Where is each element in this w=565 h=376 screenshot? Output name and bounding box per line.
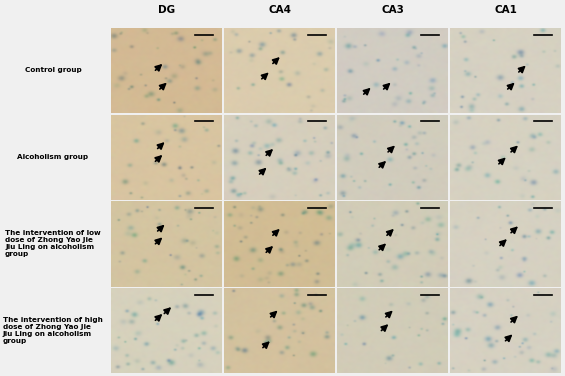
Text: CA3: CA3 — [381, 5, 404, 15]
Text: The intervention of high
dose of Zhong Yao Jie
Jiu Ling on alcoholism
group: The intervention of high dose of Zhong Y… — [3, 317, 103, 344]
Text: The intervention of low
dose of Zhong Yao Jie
Jiu Ling on alcoholism
group: The intervention of low dose of Zhong Ya… — [5, 230, 101, 258]
Text: DG: DG — [158, 5, 175, 15]
Text: Control group: Control group — [24, 67, 81, 73]
Text: Alcoholism group: Alcoholism group — [18, 154, 89, 160]
Text: CA1: CA1 — [494, 5, 517, 15]
Text: CA4: CA4 — [268, 5, 291, 15]
